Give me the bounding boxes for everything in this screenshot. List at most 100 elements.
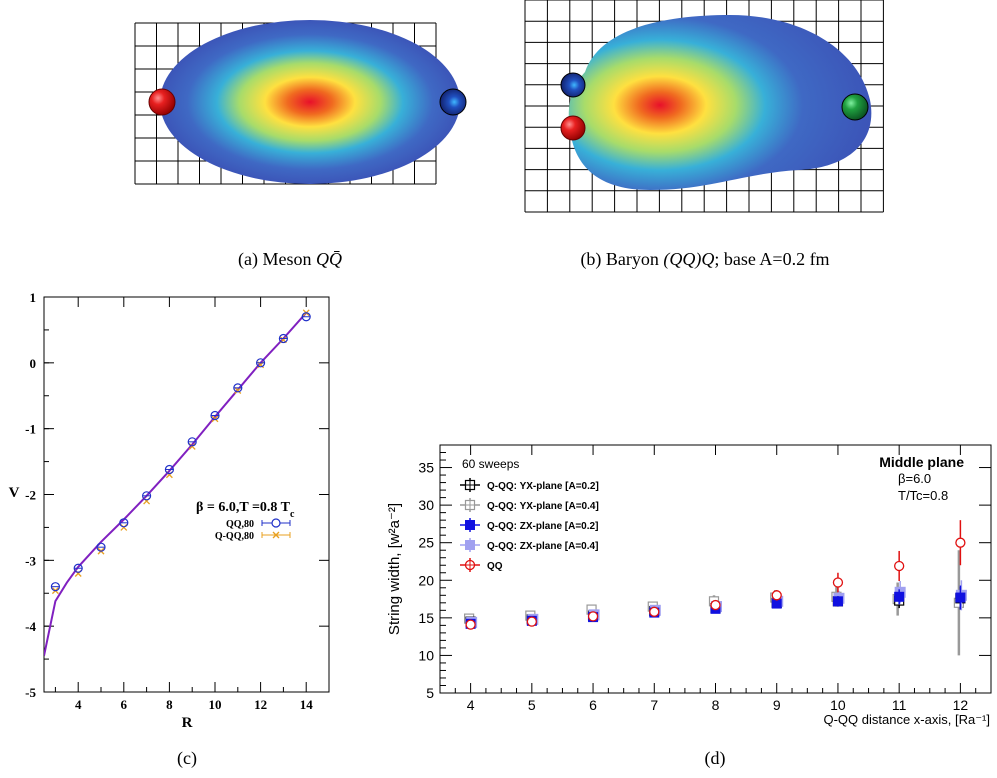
chart-d-legend-label-qq: QQ (487, 561, 503, 572)
chart-d-beta: β=6.0 (898, 471, 931, 486)
chart-c-ytick-label: -2 (25, 488, 36, 503)
chart-d-legend-label-yx02: Q-QQ: YX-plane [A=0.2] (487, 481, 599, 492)
chart-d-legend: Q-QQ: YX-plane [A=0.2] Q-QQ: YX-plane [A… (460, 478, 599, 572)
caption-b-prefix: (b) Baryon (580, 249, 663, 270)
caption-b-suffix: ; base A=0.2 fm (714, 249, 829, 269)
chart-d-legend-marker-zx04 (460, 538, 480, 552)
chart-c-ytick-label: -4 (25, 619, 36, 634)
chart-c-ytick-label: 1 (30, 290, 37, 305)
chart-d-middle-plane: Middle plane (879, 454, 964, 470)
chart-d-xlabel: Q-QQ distance x-axis, [Ra⁻¹] (823, 712, 990, 727)
caption-b: (b) Baryon (QQ)Q; base A=0.2 fm (580, 249, 829, 270)
chart-d-plot (464, 520, 967, 656)
chart-d-xtick-label: 5 (528, 697, 536, 713)
chart-d-ytick-label: 15 (418, 610, 434, 626)
chart-d-point (832, 596, 843, 607)
chart-c-xtick-label: 4 (75, 697, 82, 712)
chart-d-ytick-label: 10 (418, 647, 434, 663)
chart-d-point (649, 606, 660, 617)
chart-c-ytick-label: -1 (25, 422, 36, 437)
chart-d-point (894, 589, 905, 605)
chart-c-point-qq (119, 518, 129, 528)
chart-d-ttc: T/Tc=0.8 (898, 488, 948, 503)
chart-d-xtick-label: 11 (892, 697, 907, 713)
chart-c-legend-label-qq: QQ,80 (226, 519, 254, 530)
chart-c-legend: QQ,80 Q-QQ,80 (215, 518, 291, 542)
chart-d-point (771, 590, 782, 601)
caption-a-math: QQ̄ (316, 249, 342, 269)
chart-c-ytick-label: -3 (25, 553, 36, 568)
chart-c-xtick-label: 10 (209, 697, 222, 712)
chart-c-annotation-sub: c (290, 509, 295, 520)
chart-d-point (710, 599, 721, 611)
caption-d: (d) (705, 748, 726, 769)
chart-c-xlabel: R (182, 715, 193, 731)
chart-c-legend-marker-qqq (261, 531, 291, 539)
caption-c: (c) (177, 748, 197, 769)
chart-c-ylabel: V (9, 485, 20, 501)
quark-red-a (148, 88, 176, 116)
chart-c-ytick-label: -5 (25, 685, 36, 700)
chart-d-point (465, 619, 476, 630)
chart-d-xtick-label: 9 (773, 697, 781, 713)
chart-c-point-qq (233, 383, 243, 393)
antiquark-blue-a (439, 88, 467, 116)
chart-d-legend-label-yx04: Q-QQ: YX-plane [A=0.4] (487, 501, 599, 512)
quark-red-b (560, 115, 586, 141)
chart-d-point (526, 616, 537, 627)
meson-flux-tube (160, 20, 460, 184)
chart-c-point-qq (210, 410, 220, 421)
chart-c-point-qqq (120, 523, 128, 531)
chart-d-point (955, 520, 966, 566)
chart-d-legend-label-zx04: Q-QQ: ZX-plane [A=0.4] (487, 541, 598, 552)
chart-c-point-qq (96, 542, 106, 552)
chart-c-point-qqq (188, 442, 196, 450)
chart-d-legend-marker-qq (460, 558, 480, 572)
chart-c-point-qq (301, 312, 311, 322)
chart-d-ytick-label: 20 (418, 572, 434, 588)
caption-b-math: (QQ)Q (663, 249, 714, 270)
chart-d-ytick-label: 30 (418, 497, 434, 513)
chart-c-xtick-label: 14 (300, 697, 314, 712)
chart-d-legend-marker-yx02 (460, 478, 480, 492)
chart-d-ytick-label: 35 (418, 460, 434, 476)
chart-d-point (955, 585, 966, 610)
chart-c-point-qq (142, 491, 152, 501)
chart-c-xtick-label: 8 (166, 697, 173, 712)
chart-c-point-qqq (234, 387, 242, 394)
chart-d-point (894, 550, 905, 582)
chart-d-xtick-label: 4 (467, 697, 475, 713)
chart-d-sweeps: 60 sweeps (462, 457, 519, 471)
chart-d-xtick-label: 10 (830, 697, 846, 713)
chart-d-xtick-label: 7 (650, 697, 658, 713)
chart-d: 4 5 6 7 8 9 10 11 12 5 10 15 20 25 30 35 Q-QQ distance … (386, 444, 992, 727)
chart-d-point (587, 611, 599, 622)
chart-d-xtick-label: 12 (953, 697, 969, 713)
chart-d-ytick-label: 25 (418, 535, 434, 551)
chart-d-ytick-label: 5 (426, 685, 434, 701)
chart-d-legend-label-zx02: Q-QQ: ZX-plane [A=0.2] (487, 521, 598, 532)
chart-c-point-qqq (211, 415, 219, 423)
chart-d-ticks: 4 5 6 7 8 9 10 11 12 5 10 15 20 25 30 35 (418, 445, 992, 713)
caption-a-prefix: (a) Meson (238, 249, 316, 270)
baryon-flux-tube (568, 15, 872, 190)
chart-c-point-qq (50, 582, 61, 592)
chart-c-annotation: β = 6.0,T =0.8 Tc (196, 500, 295, 520)
chart-c-point-qq (73, 563, 83, 573)
chart-c-point-qq (278, 333, 288, 344)
chart-d-legend-marker-zx02 (460, 518, 480, 532)
chart-c-plot (44, 309, 311, 657)
chart-d-point (832, 572, 844, 593)
chart-c-legend-marker-qq (261, 518, 291, 528)
chart-c-xtick-label: 12 (254, 697, 267, 712)
panel-b-baryon (524, 0, 884, 213)
chart-d-ylabel: String width, [w²a⁻²] (386, 503, 403, 635)
chart-d-xtick-label: 8 (712, 697, 720, 713)
chart-c-ytick-label: 0 (30, 356, 37, 371)
caption-a: (a) Meson QQ̄ (238, 249, 342, 270)
chart-c-fit-line (44, 312, 307, 657)
chart-c-xtick-label: 6 (121, 697, 128, 712)
